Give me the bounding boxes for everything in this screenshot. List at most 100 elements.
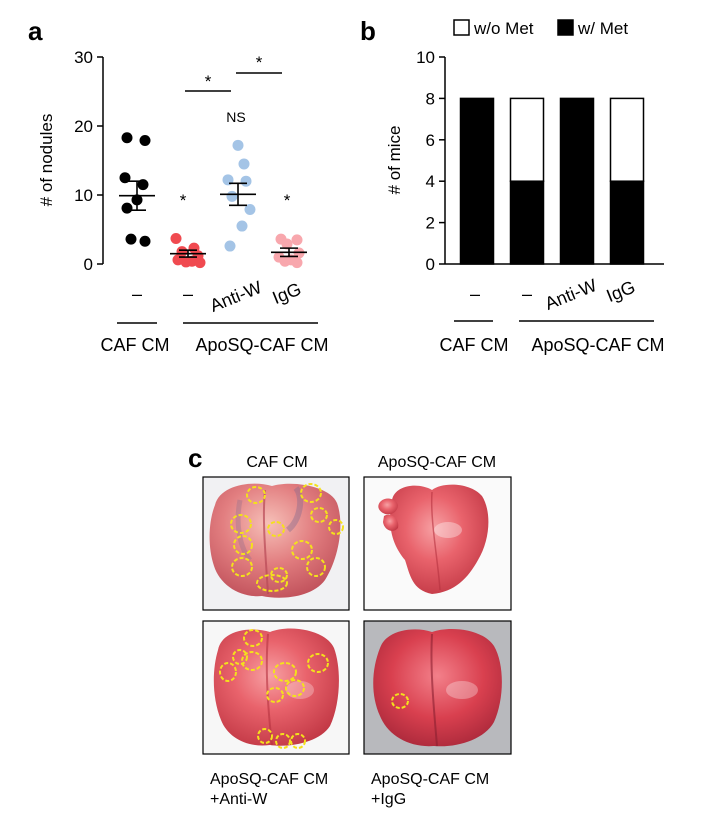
bar-chart-mice: w/o Met w/ Met # of mice 0 2 4 6 8 10 – – Ant… [385, 19, 665, 355]
legend-label-1: w/o Met [473, 19, 534, 38]
lung-photo-caf-cm [202, 476, 350, 611]
group-label-a-2: ApoSQ-CAF CM [195, 335, 328, 355]
y-tick-label-a: 10 [74, 186, 93, 205]
x-labels-b: – – Anti-W IgG CAF CM ApoSQ-CAF CM [440, 275, 665, 355]
bar-segment [509, 180, 545, 265]
data-point [170, 232, 182, 244]
y-axis-label-b: # of mice [385, 126, 404, 195]
significance-annotations-a: * * NS * * [180, 53, 291, 210]
bars-b [459, 97, 645, 265]
bar-segment [559, 97, 595, 265]
data-point [240, 175, 252, 187]
nodule-circle [306, 557, 326, 577]
star-group-4: * [284, 191, 291, 210]
y-tick-label-b: 10 [416, 48, 435, 67]
data-point [236, 220, 248, 232]
nodule-circle [230, 514, 252, 534]
y-tick-label-b: 2 [426, 214, 435, 233]
group-label-b-1: CAF CM [440, 335, 509, 355]
photo-caption-1: CAF CM [246, 454, 307, 471]
data-point [121, 202, 133, 214]
nodule-circle [328, 519, 344, 535]
significance-star-1: * [205, 72, 212, 91]
nodule-circle [300, 483, 322, 503]
lung-image-4 [373, 628, 502, 747]
x-tick-label-b-1: – [470, 284, 480, 304]
group-label-a-1: CAF CM [101, 335, 170, 355]
nodule-circle [285, 679, 305, 697]
data-point [291, 257, 303, 269]
photo-caption-2: ApoSQ-CAF CM [378, 454, 496, 471]
nodule-circle [290, 733, 306, 749]
star-group-2: * [180, 191, 187, 210]
lung-image-2 [378, 484, 489, 594]
data-point [119, 172, 131, 184]
nodule-circle [232, 649, 248, 665]
photo-caption-3-line1: ApoSQ-CAF CM [210, 771, 328, 788]
y-tick-label-b: 0 [426, 255, 435, 274]
legend-swatch-2 [557, 19, 574, 36]
legend-label-2: w/ Met [577, 19, 628, 38]
x-labels-a: – – Anti-W IgG CAF CM ApoSQ-CAF CM [101, 277, 329, 355]
data-point [139, 134, 151, 146]
data-point [232, 139, 244, 151]
nodule-circle [219, 662, 237, 682]
data-point [139, 235, 151, 247]
x-tick-label-b-3: Anti-W [542, 275, 600, 314]
data-point [281, 238, 293, 250]
y-tick-label-a: 30 [74, 48, 93, 67]
nodule-circle [246, 486, 266, 504]
panel-letter-a: a [28, 16, 43, 46]
legend-swatch-1 [453, 19, 470, 36]
y-tick-label-b: 8 [426, 89, 435, 108]
nodule-circles-4 [391, 693, 409, 709]
data-point [238, 158, 250, 170]
panel-letter-c: c [188, 443, 202, 473]
y-tick-label-b: 6 [426, 131, 435, 150]
y-tick-label-b: 4 [426, 172, 435, 191]
data-points-a [119, 132, 307, 269]
bar-segment [509, 97, 545, 182]
photo-caption-3-line2: +Anti-W [210, 791, 268, 808]
bar-segment [609, 180, 645, 265]
y-axis-label-a: # of nodules [37, 114, 56, 207]
photo-caption-4-line1: ApoSQ-CAF CM [371, 771, 489, 788]
nodule-circle [310, 507, 328, 523]
data-point [244, 203, 256, 215]
legend-b: w/o Met w/ Met [453, 19, 628, 38]
nodule-circle [291, 540, 313, 560]
data-point [194, 257, 206, 269]
data-point [125, 233, 137, 245]
data-point [226, 190, 238, 202]
x-tick-label-a-1: – [132, 284, 142, 304]
scatter-chart-nodules: # of nodules 0 10 20 30 * * NS * * – – Anti… [37, 48, 329, 355]
nodule-circle [270, 567, 288, 583]
nodule-circle [391, 693, 409, 709]
panel-letter-b: b [360, 16, 376, 46]
data-point [180, 256, 192, 268]
data-point [291, 234, 303, 246]
nodule-circle [241, 651, 263, 671]
lung-photo-panel: CAF CM ApoSQ-CAF CM [202, 454, 512, 808]
axes-a: 0 10 20 30 [74, 48, 104, 274]
y-tick-label-a: 0 [84, 255, 93, 274]
significance-star-2: * [256, 53, 263, 72]
y-tick-label-a: 20 [74, 117, 93, 136]
x-tick-label-a-2: – [183, 284, 193, 304]
photo-caption-4-line2: +IgG [371, 791, 406, 808]
data-point [279, 255, 291, 267]
lung-photo-aposq [363, 476, 512, 611]
x-tick-label-b-2: – [522, 284, 532, 304]
data-point [224, 240, 236, 252]
nodule-circles-1 [230, 483, 344, 592]
lung-photo-anti-w [202, 620, 350, 755]
nodule-circle [231, 557, 253, 577]
nodule-circle [243, 629, 263, 647]
nodule-circle [266, 687, 284, 703]
nodule-circle [307, 653, 329, 673]
nodule-circles-3 [219, 629, 329, 749]
data-point [121, 132, 133, 144]
nodule-circle [267, 521, 285, 537]
nodule-circle [233, 535, 253, 555]
